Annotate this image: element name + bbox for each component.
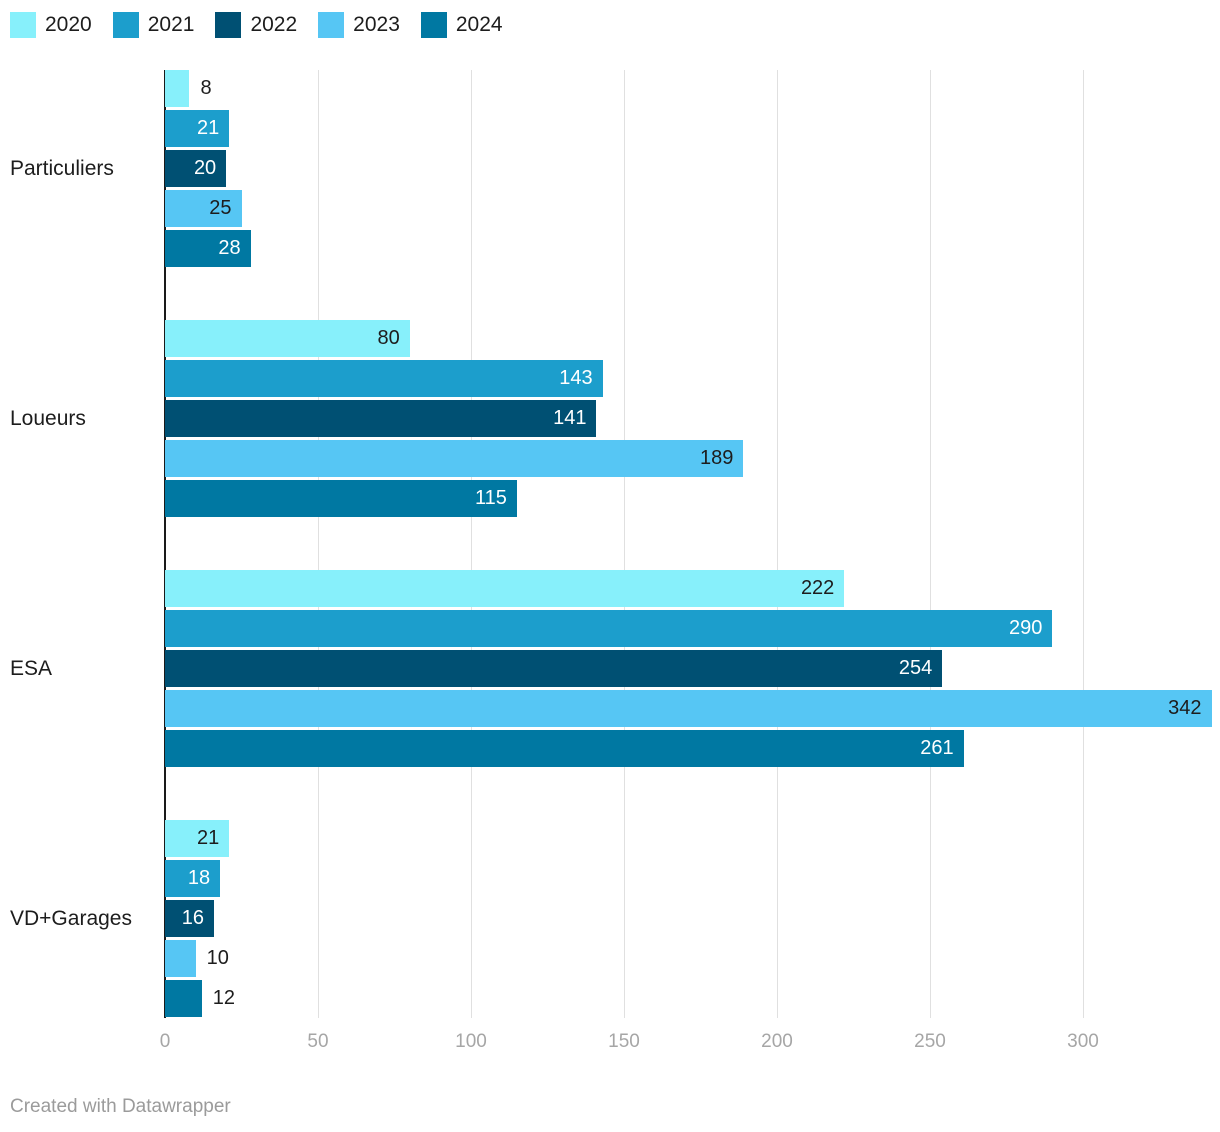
bar-value-label: 189	[699, 447, 734, 469]
legend-swatch-icon	[10, 12, 36, 38]
bar-2022-particuliers	[165, 150, 227, 187]
category-label-vd-garages: VD+Garages	[10, 906, 132, 930]
category-label-esa: ESA	[10, 656, 53, 680]
x-tick-label: 150	[608, 1031, 640, 1052]
bar-2023-particuliers	[165, 190, 242, 227]
bar-value-label: 10	[206, 947, 229, 969]
bar-2024-vd-garages	[165, 980, 202, 1017]
bar-value-label: 16	[181, 907, 204, 929]
legend: 2020 2021 2022 2023 2024	[10, 12, 503, 38]
bar-2020-loueurs	[165, 320, 410, 357]
zero-axis-line	[164, 70, 166, 1018]
bar-value-label: 28	[218, 237, 241, 259]
bar-value-label: 290	[1009, 617, 1043, 639]
bar-2022-esa	[165, 650, 943, 687]
legend-item-2023: 2023	[318, 12, 400, 38]
legend-item-2021: 2021	[112, 12, 195, 38]
bar-value-label: 80	[377, 327, 400, 349]
bar-value-label: 141	[553, 407, 587, 429]
x-tick-label: 100	[455, 1031, 487, 1052]
bar-value-label: 115	[475, 487, 507, 509]
bar-2020-particuliers	[165, 70, 190, 107]
gridline-x-50	[318, 70, 319, 1018]
gridline-x-200	[777, 70, 778, 1018]
x-tick-label: 250	[914, 1031, 946, 1052]
category-label-loueurs: Loueurs	[10, 406, 86, 430]
bar-value-label: 21	[197, 117, 220, 139]
bar-value-label: 261	[920, 737, 954, 759]
bar-2023-loueurs	[165, 440, 744, 477]
bar-2021-loueurs	[165, 360, 603, 397]
legend-label: 2024	[455, 13, 503, 36]
legend-label: 2022	[250, 13, 298, 36]
x-tick-label: 300	[1067, 1031, 1099, 1052]
x-tick-label: 200	[761, 1031, 793, 1052]
bar-2021-vd-garages	[165, 860, 221, 897]
bar-2024-loueurs	[165, 480, 517, 517]
bar-2024-esa	[165, 730, 964, 767]
bar-2020-esa	[165, 570, 845, 607]
bar-value-label: 21	[197, 827, 220, 849]
bar-value-label: 254	[898, 657, 933, 679]
legend-swatch-icon	[420, 12, 447, 38]
bar-value-label: 18	[187, 867, 211, 889]
legend-label: 2021	[147, 13, 195, 36]
bar-2022-vd-garages	[165, 900, 214, 937]
legend-label: 2023	[353, 13, 400, 36]
bar-value-label: 342	[1168, 697, 1202, 719]
bar-value-label: 20	[193, 157, 217, 179]
x-tick-label: 0	[159, 1031, 171, 1052]
bar-2021-particuliers	[165, 110, 230, 147]
legend-swatch-icon	[318, 12, 345, 38]
footer-credit: Created with Datawrapper	[10, 1096, 231, 1117]
bar-2024-particuliers	[165, 230, 251, 267]
bar-2023-vd-garages	[165, 940, 196, 977]
x-tick-label: 50	[307, 1031, 329, 1052]
bar-value-label: 143	[559, 367, 593, 389]
legend-swatch-icon	[215, 12, 242, 38]
legend-label: 2020	[45, 13, 92, 36]
gridline-x-300	[1083, 70, 1084, 1018]
bar-2021-esa	[165, 610, 1053, 647]
bar-2022-loueurs	[165, 400, 597, 437]
legend-swatch-icon	[112, 12, 139, 38]
bar-2020-vd-garages	[165, 820, 230, 857]
gridline-x-250	[930, 70, 931, 1018]
gridline-x-150	[624, 70, 625, 1018]
bar-2023-esa	[165, 690, 1212, 727]
legend-item-2024: 2024	[420, 12, 503, 38]
bar-value-label: 8	[200, 77, 212, 99]
bar-value-label: 222	[800, 577, 835, 599]
bar-value-label: 12	[212, 987, 235, 1009]
legend-item-2022: 2022	[215, 12, 297, 38]
gridline-x-100	[471, 70, 472, 1018]
category-label-particuliers: Particuliers	[10, 156, 114, 180]
legend-item-2020: 2020	[10, 12, 92, 38]
bar-value-label: 25	[209, 197, 232, 219]
